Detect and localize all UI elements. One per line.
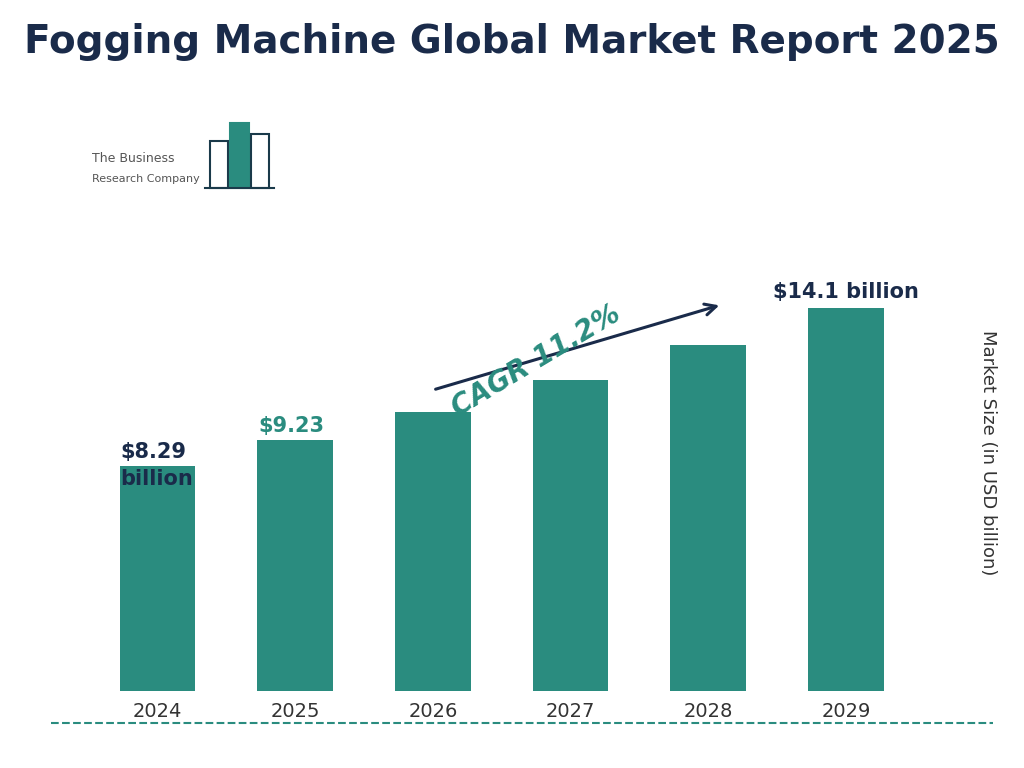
Text: Research Company: Research Company [92,174,200,184]
Text: CAGR 11.2%: CAGR 11.2% [446,300,626,422]
Bar [120,465,196,691]
Text: $9.23: $9.23 [258,416,325,436]
Text: billion: billion [258,443,331,463]
Bar [671,346,746,691]
Text: $8.29: $8.29 [121,442,186,462]
Bar [395,412,471,691]
Text: $14.1 billion: $14.1 billion [773,282,919,302]
Text: Market Size (in USD billion): Market Size (in USD billion) [979,330,997,576]
Text: billion: billion [121,468,194,488]
Bar [257,440,333,691]
Text: Fogging Machine Global Market Report 2025: Fogging Machine Global Market Report 202… [25,23,999,61]
Bar [808,307,884,691]
Text: The Business: The Business [92,152,175,165]
Bar [532,380,608,691]
